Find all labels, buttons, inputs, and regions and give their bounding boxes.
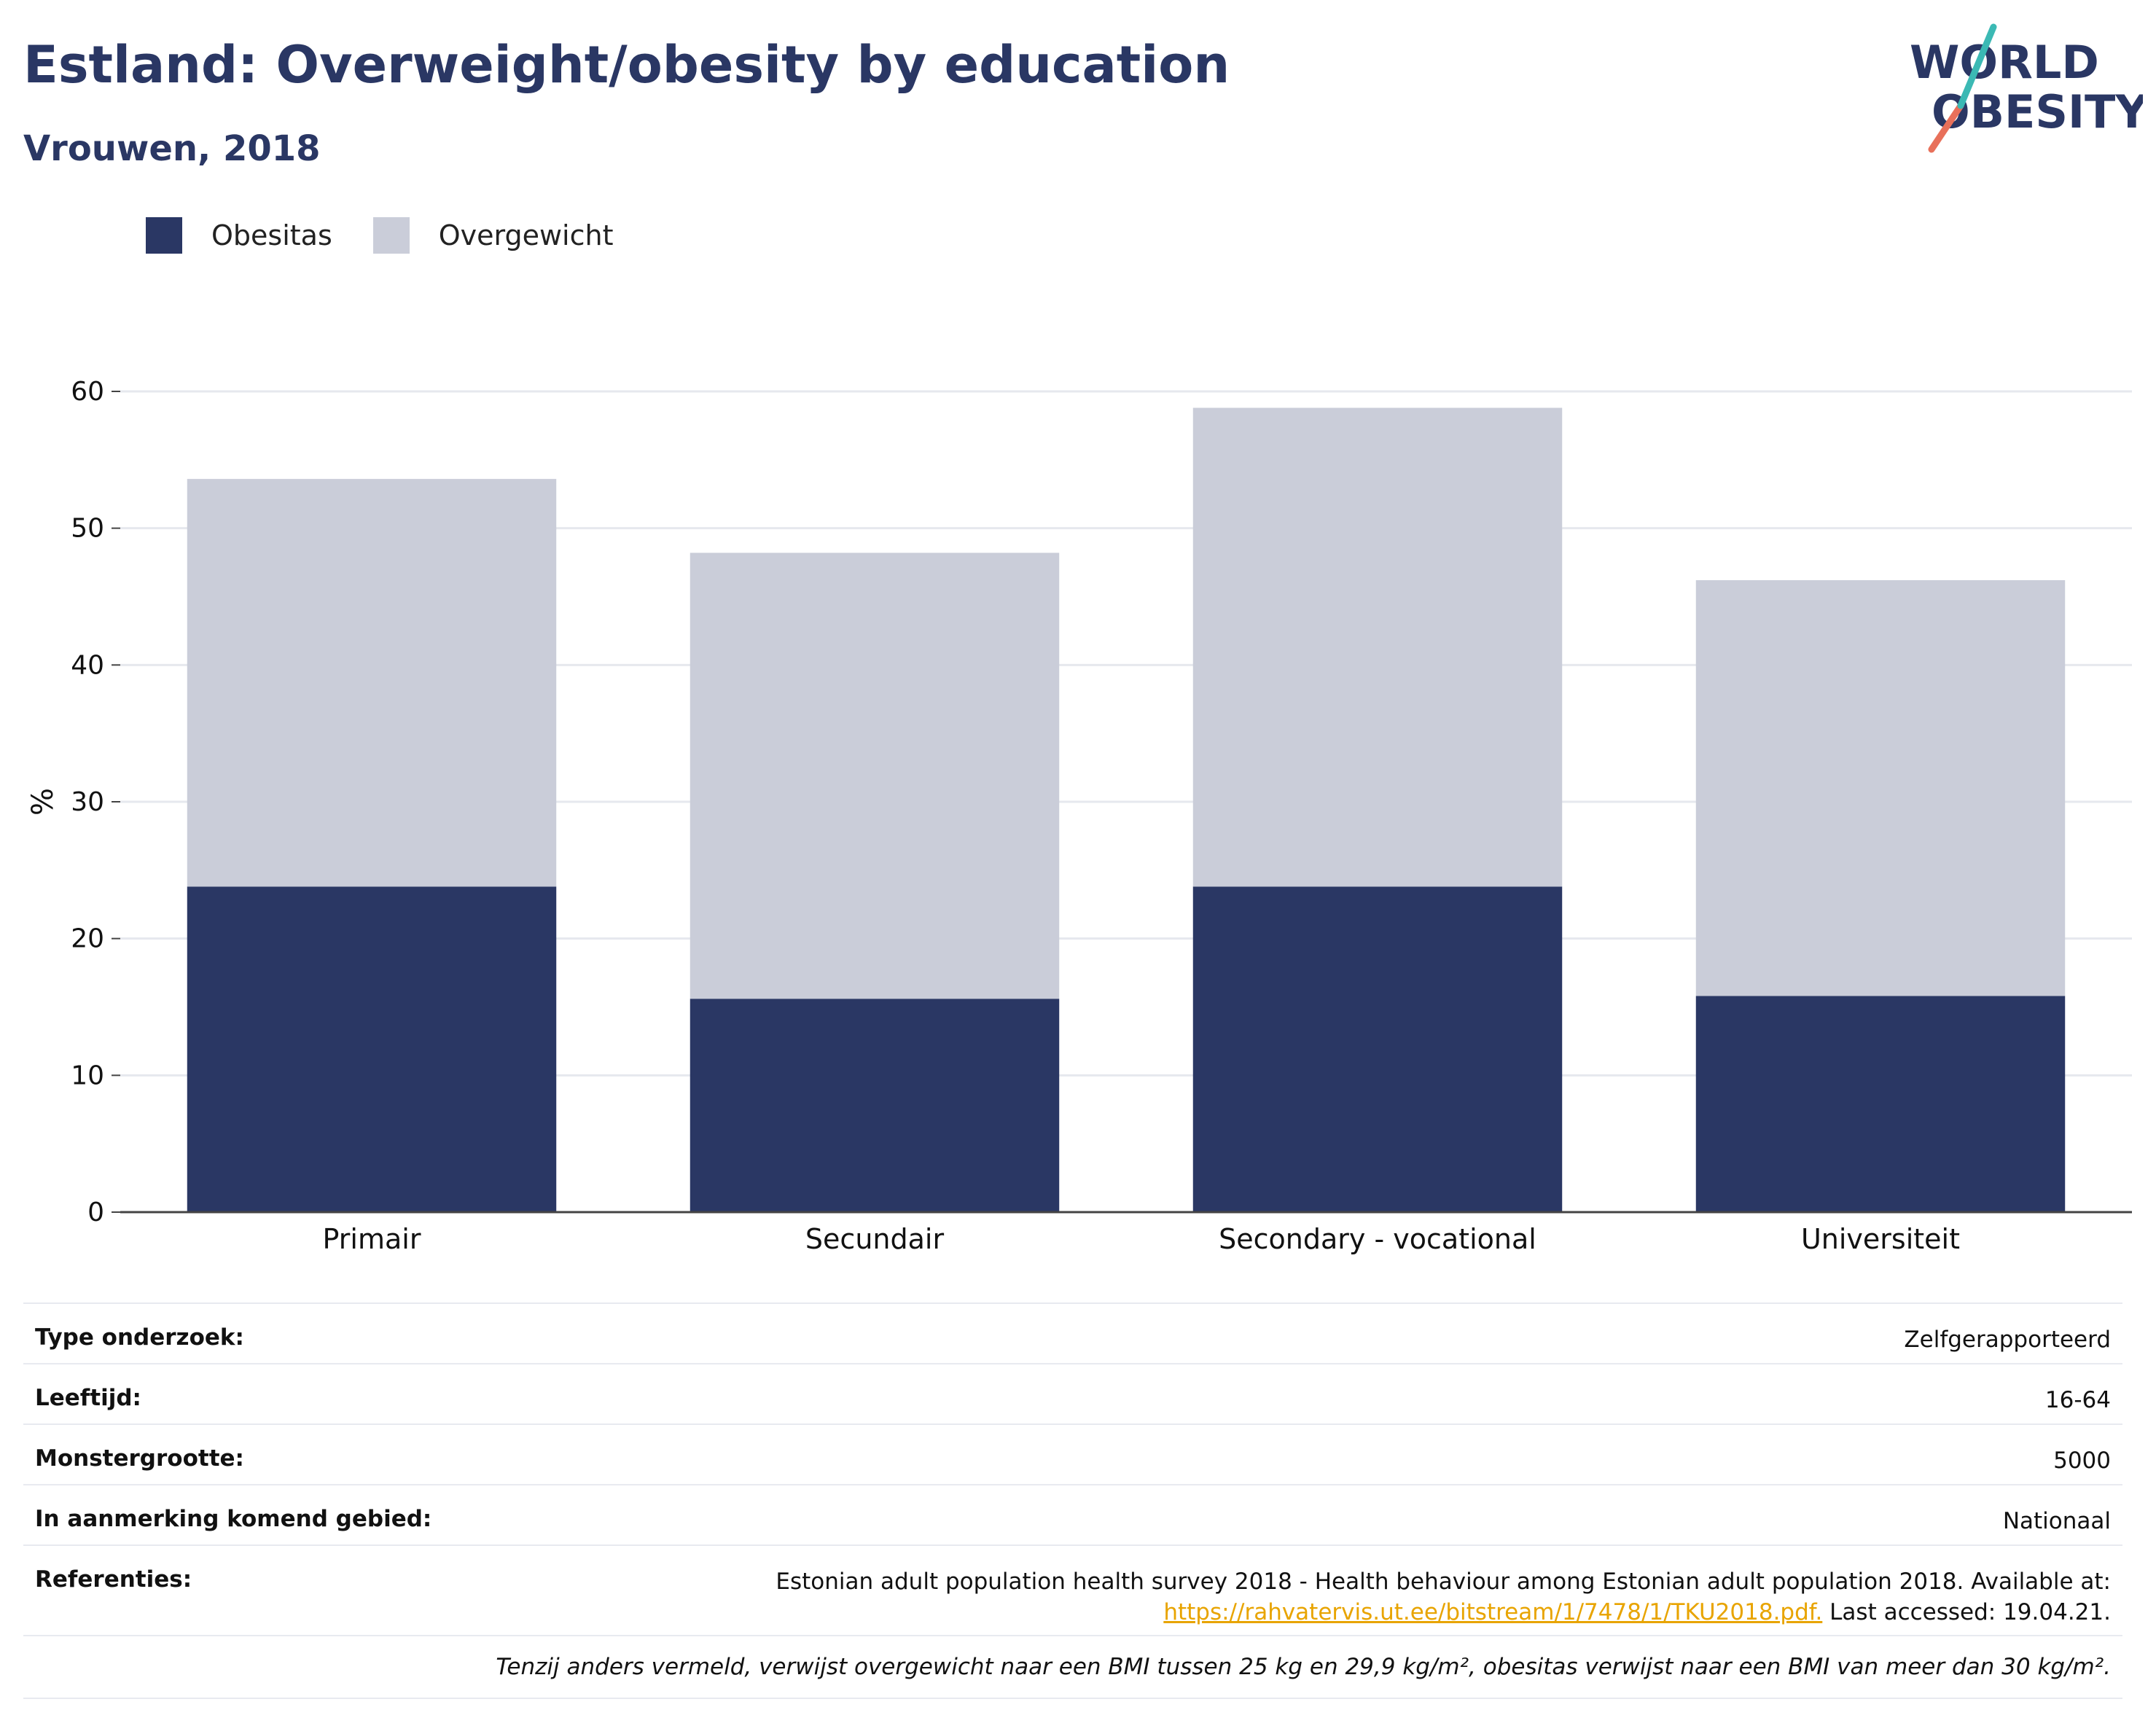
references-text: Estonian adult population health survey …: [776, 1566, 2111, 1628]
bar-overgewicht: [1695, 579, 2066, 996]
x-tick-label: Secundair: [805, 1223, 945, 1255]
y-tick-label: 50: [71, 514, 104, 544]
legend-swatch-overgewicht: [372, 217, 410, 254]
x-tick-label: Primair: [323, 1223, 421, 1255]
y-tick-label: 40: [71, 650, 104, 680]
references-link[interactable]: https://rahvatervis.ut.ee/bitstream/1/74…: [1163, 1599, 1823, 1625]
world-obesity-logo: WORLD OBESITY: [1910, 23, 2143, 153]
chart-title: Estland: Overweight/obesity by education: [23, 35, 1230, 95]
bar-obesitas: [690, 999, 1060, 1212]
info-row-age: Leeftijd: 16-64: [23, 1363, 2122, 1423]
info-row-type: Type onderzoek: Zelfgerapporteerd: [23, 1303, 2122, 1363]
info-row-area: In aanmerking komend gebied: Nationaal: [23, 1484, 2122, 1544]
info-value: 16-64: [2044, 1387, 2111, 1413]
x-tick-label: Secondary - vocational: [1219, 1223, 1536, 1255]
y-tick-label: 10: [71, 1061, 104, 1090]
info-label: Referenties:: [35, 1566, 192, 1593]
x-tick-label: Universiteit: [1801, 1223, 1960, 1255]
legend-label-obesitas: Obesitas: [211, 219, 332, 251]
references-text-1: Estonian adult population health survey …: [776, 1569, 2111, 1595]
info-label: Monstergrootte:: [35, 1445, 244, 1472]
y-tick-label: 0: [87, 1198, 104, 1227]
bar-obesitas: [187, 886, 557, 1212]
bar-obesitas: [1192, 886, 1563, 1212]
y-tick-label: 20: [71, 924, 104, 954]
chart-legend: Obesitas Overgewicht: [146, 217, 655, 254]
references-text-2: Last accessed: 19.04.21.: [1822, 1599, 2111, 1625]
info-label: Type onderzoek:: [35, 1324, 244, 1351]
info-row-references: Referenties: Estonian adult population h…: [23, 1544, 2122, 1635]
info-label: In aanmerking komend gebied:: [35, 1506, 432, 1532]
y-axis-label: %: [26, 788, 60, 816]
legend-swatch-obesitas: [146, 217, 182, 254]
bar-overgewicht: [1192, 407, 1563, 887]
y-tick-label: 30: [71, 787, 104, 817]
bar-chart: 0 10 20 30 40 50 60% Primair Secundair Secondary …: [26, 377, 2132, 1255]
info-value: Nationaal: [2002, 1508, 2111, 1534]
logo-line1: WORLD: [1910, 36, 2099, 89]
bar-obesitas: [1695, 996, 2066, 1212]
chart-subtitle: Vrouwen, 2018: [23, 128, 321, 169]
bar-overgewicht: [187, 479, 557, 887]
legend-item-obesitas[interactable]: Obesitas: [146, 217, 332, 254]
info-table: Type onderzoek: Zelfgerapporteerd Leefti…: [23, 1303, 2122, 1699]
info-row-sample: Monstergrootte: 5000: [23, 1423, 2122, 1484]
legend-label-overgewicht: Overgewicht: [438, 219, 614, 251]
info-value: Zelfgerapporteerd: [1904, 1327, 2111, 1353]
info-label: Leeftijd:: [35, 1385, 141, 1411]
bar-overgewicht: [690, 552, 1060, 999]
legend-item-overgewicht[interactable]: Overgewicht: [372, 217, 614, 254]
info-value: 5000: [2053, 1448, 2111, 1474]
bmi-footnote: Tenzij anders vermeld, verwijst overgewi…: [23, 1635, 2122, 1699]
y-tick-label: 60: [71, 377, 104, 407]
